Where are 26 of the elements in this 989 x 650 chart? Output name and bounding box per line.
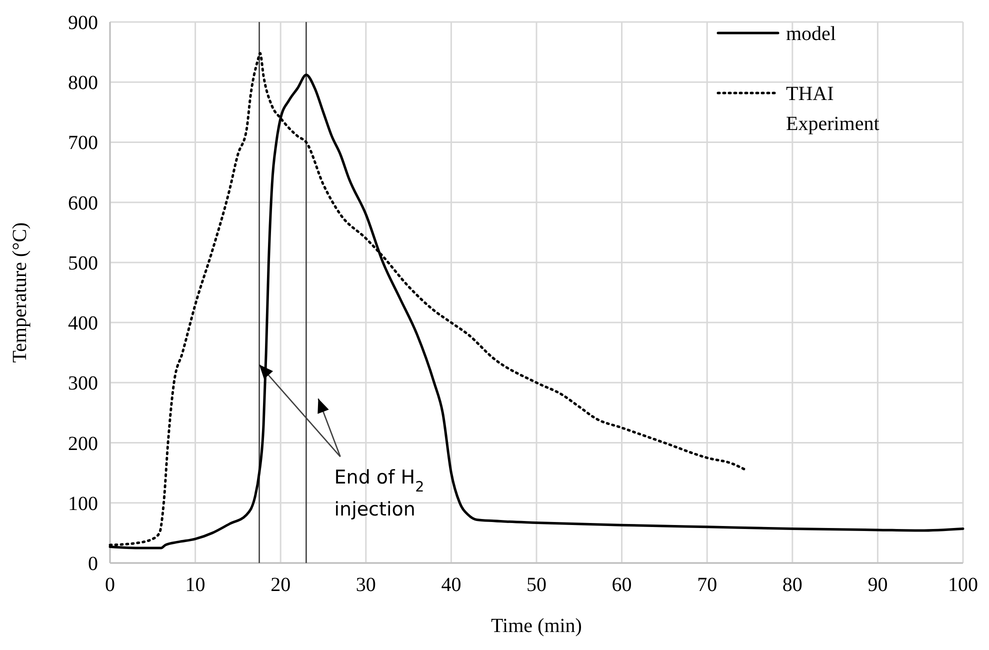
y-tick-label: 500 (68, 252, 98, 274)
x-axis-title: Time (min) (491, 615, 582, 637)
x-tick-label: 60 (612, 574, 632, 596)
x-tick-label: 20 (270, 574, 291, 596)
y-tick-label: 600 (68, 192, 98, 214)
y-tick-label: 400 (68, 312, 98, 335)
annotation: End of H$_{2}$ injection (334, 466, 424, 521)
y-tick-label: 800 (68, 72, 98, 94)
y-tick-label: 0 (88, 553, 98, 575)
x-tick-label: 90 (868, 574, 888, 596)
y-tick-label: 900 (68, 12, 98, 34)
y-tick-label: 700 (68, 132, 98, 154)
x-tick-label: 30 (356, 574, 376, 596)
y-tick-label: 200 (68, 432, 98, 455)
x-tick-label: 10 (185, 574, 206, 596)
x-tick-label: 40 (441, 574, 462, 596)
x-tick-label: 70 (697, 574, 718, 596)
x-tick-label: 0 (105, 574, 115, 596)
x-tick-label: 50 (526, 574, 546, 596)
y-axis-title: Temperature (°C) (9, 222, 31, 363)
x-tick-label: 100 (948, 574, 978, 596)
legend-label: model (786, 23, 836, 45)
legend-label: THAI Experiment (786, 83, 880, 135)
y-tick-label: 300 (68, 372, 98, 395)
x-tick-label: 80 (782, 574, 802, 596)
y-tick-label: 100 (68, 492, 98, 515)
